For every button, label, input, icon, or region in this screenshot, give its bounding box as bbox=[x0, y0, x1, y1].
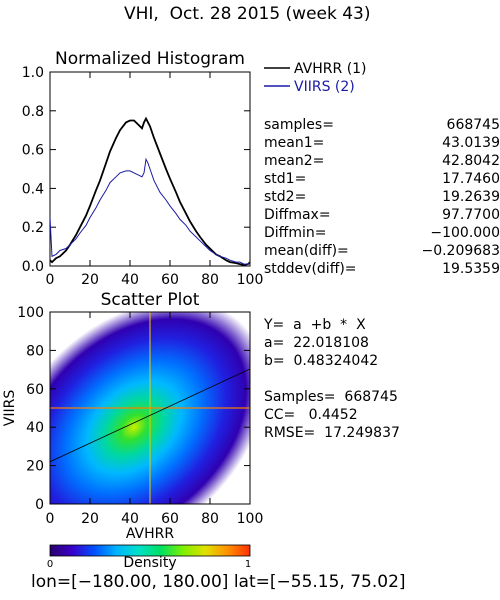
hist-series-line-avhrr bbox=[50, 116, 250, 266]
scatter-ylabel: VIIRS bbox=[2, 390, 18, 427]
stat-row: mean1= 43.0139 bbox=[264, 135, 500, 151]
stat-value: 19.2639 bbox=[442, 189, 500, 205]
sc-xtick-label: 80 bbox=[201, 511, 219, 527]
hist-xtick-label: 40 bbox=[121, 272, 139, 288]
colorbar bbox=[49, 544, 251, 557]
stat-key: mean1= bbox=[264, 135, 325, 151]
sc-ytick-label: 40 bbox=[26, 420, 44, 436]
colorbar-label: Density bbox=[123, 555, 176, 571]
stat-row: std2= 19.2639 bbox=[264, 189, 500, 205]
stat-row: Diffmin= −100.000 bbox=[264, 225, 500, 241]
hist-ytick-label: 1.0 bbox=[22, 65, 44, 81]
regression-samples: Samples= 668745 bbox=[264, 389, 398, 405]
stat-key: mean(diff)= bbox=[264, 243, 349, 259]
stat-row: mean2= 42.8042 bbox=[264, 153, 500, 169]
hist-ytick-label: 0.0 bbox=[22, 259, 44, 275]
stat-value: 19.5359 bbox=[442, 261, 500, 277]
regression-equation: Y= a +b * X bbox=[264, 317, 366, 333]
sc-xtick-label: 100 bbox=[237, 511, 264, 527]
colorbar-max-label: 1 bbox=[245, 559, 251, 570]
stat-key: stddev(diff)= bbox=[264, 261, 357, 277]
regression-a: a= 22.018108 bbox=[264, 335, 369, 351]
stat-key: Diffmax= bbox=[264, 207, 331, 223]
regression-cc: CC= 0.4452 bbox=[264, 407, 358, 423]
histogram-ticks: 0 20 40 60 80 100 0.0 0.2 0.4 0.6 0.8 1.0 bbox=[22, 65, 264, 288]
histogram-lines bbox=[50, 116, 250, 266]
stat-key: mean2= bbox=[264, 153, 325, 169]
sc-ytick-label: 20 bbox=[26, 459, 44, 475]
stat-row: samples= 668745 bbox=[264, 117, 500, 133]
hist-xtick-label: 20 bbox=[81, 272, 99, 288]
scatter-ticks: 0 20 40 60 80 100 0 20 40 60 80 100 bbox=[17, 305, 263, 527]
sc-ytick-label: 60 bbox=[26, 382, 44, 398]
footer-range: lon=[−180.00, 180.00] lat=[−55.15, 75.02… bbox=[31, 572, 406, 592]
regression-b: b= 0.48324042 bbox=[264, 353, 379, 369]
scatter-title: Scatter Plot bbox=[101, 290, 200, 310]
hist-ytick-label: 0.6 bbox=[22, 143, 44, 159]
hist-ytick-label: 0.2 bbox=[22, 220, 44, 236]
sc-ytick-label: 80 bbox=[26, 343, 44, 359]
sc-ytick-label: 100 bbox=[17, 305, 44, 321]
stat-value: 97.7700 bbox=[442, 207, 500, 223]
stat-row: stddev(diff)= 19.5359 bbox=[264, 261, 500, 277]
colorbar-min-label: 0 bbox=[47, 559, 53, 570]
legend-label-avhrr: AVHRR (1) bbox=[294, 61, 367, 77]
stat-row: Diffmax= 97.7700 bbox=[264, 207, 500, 223]
stat-value: 668745 bbox=[446, 117, 500, 133]
histogram-frame bbox=[49, 71, 251, 267]
stat-key: std1= bbox=[264, 171, 307, 187]
hist-ytick-label: 0.4 bbox=[22, 181, 44, 197]
hist-xtick-label: 80 bbox=[201, 272, 219, 288]
stat-value: 17.7460 bbox=[442, 171, 500, 187]
stat-value: −0.209683 bbox=[421, 243, 500, 259]
density-cloud bbox=[50, 312, 250, 504]
hist-ytick-label: 0.8 bbox=[22, 104, 44, 120]
stat-row: std1= 17.7460 bbox=[264, 171, 500, 187]
hist-xtick-label: 60 bbox=[161, 272, 179, 288]
stat-row: mean(diff)= −0.209683 bbox=[264, 243, 500, 259]
page-title: VHI, Oct. 28 2015 (week 43) bbox=[124, 4, 371, 24]
hist-series-line-viirs bbox=[50, 157, 250, 265]
sc-xtick-label: 20 bbox=[81, 511, 99, 527]
stat-value: −100.000 bbox=[430, 225, 500, 241]
scatter-frame bbox=[49, 311, 251, 505]
crosshair-lines bbox=[50, 312, 250, 504]
stat-value: 43.0139 bbox=[442, 135, 500, 151]
sc-ytick-label: 0 bbox=[35, 497, 44, 513]
regression-fit-line bbox=[50, 368, 250, 463]
histogram-title: Normalized Histogram bbox=[55, 49, 245, 69]
stat-key: Diffmin= bbox=[264, 225, 327, 241]
hist-xtick-label: 100 bbox=[237, 272, 264, 288]
sc-xtick-label: 40 bbox=[121, 511, 139, 527]
hist-xtick-label: 0 bbox=[46, 272, 55, 288]
sc-xtick-label: 0 bbox=[46, 511, 55, 527]
scatter-xlabel: AVHRR bbox=[126, 526, 175, 542]
sc-xtick-label: 60 bbox=[161, 511, 179, 527]
legend-label-viirs: VIIRS (2) bbox=[294, 79, 355, 95]
stat-key: std2= bbox=[264, 189, 307, 205]
stat-key: samples= bbox=[264, 117, 334, 133]
stat-value: 42.8042 bbox=[442, 153, 500, 169]
regression-rmse: RMSE= 17.249837 bbox=[264, 425, 400, 441]
